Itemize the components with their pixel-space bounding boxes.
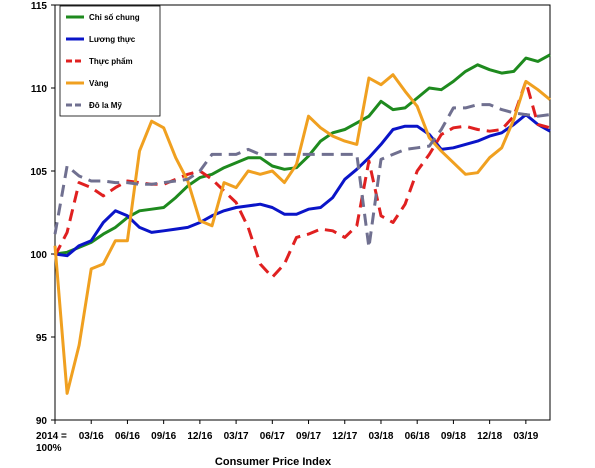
y-tick-label: 110 xyxy=(31,84,48,95)
series-line xyxy=(54,113,551,258)
y-tick-label: 90 xyxy=(36,416,48,427)
x-tick-label: 09/17 xyxy=(296,431,321,442)
y-tick-label: 95 xyxy=(36,333,48,344)
x-tick-label: 03/16 xyxy=(79,431,104,442)
x-tick-label: 12/17 xyxy=(332,431,357,442)
x-tick-label: 06/18 xyxy=(405,431,430,442)
series-line xyxy=(54,53,551,256)
x-tick-label: 03/17 xyxy=(224,431,249,442)
series-lines xyxy=(53,53,551,395)
y-tick-label: 115 xyxy=(31,1,48,12)
series-line xyxy=(53,103,551,249)
legend-label: Thực phẩm xyxy=(89,57,133,66)
y-tick-label: 100 xyxy=(30,250,47,261)
y-tick-label: 105 xyxy=(30,167,47,178)
legend-label: Vàng xyxy=(89,79,109,88)
series-line xyxy=(53,73,551,395)
x-tick-label: 09/16 xyxy=(151,431,176,442)
x-tick-label: 06/16 xyxy=(115,431,140,442)
series-line xyxy=(53,79,551,279)
x-tick-label: 2014 = 100% xyxy=(36,431,67,454)
x-tick-label: 03/18 xyxy=(368,431,393,442)
legend-label: Đô la Mỹ xyxy=(89,101,122,110)
y-axis: 90 95 100 105 110 115 xyxy=(30,1,55,427)
legend-label: Lương thực xyxy=(89,35,136,44)
legend-label: Chỉ số chung xyxy=(89,13,140,22)
x-tick-label: 06/17 xyxy=(260,431,285,442)
x-axis-label: Consumer Price Index xyxy=(215,456,332,468)
x-tick-label: 03/19 xyxy=(513,431,538,442)
x-tick-label: 09/18 xyxy=(441,431,466,442)
x-axis: 2014 = 100% 03/16 06/16 09/16 12/16 03/17 06/17… xyxy=(36,420,539,454)
x-tick-label: 12/18 xyxy=(477,431,502,442)
legend: Chỉ số chung Lương thực Thực phẩm Vàng Đô la… xyxy=(59,5,161,117)
x-tick-label: 12/16 xyxy=(187,431,212,442)
